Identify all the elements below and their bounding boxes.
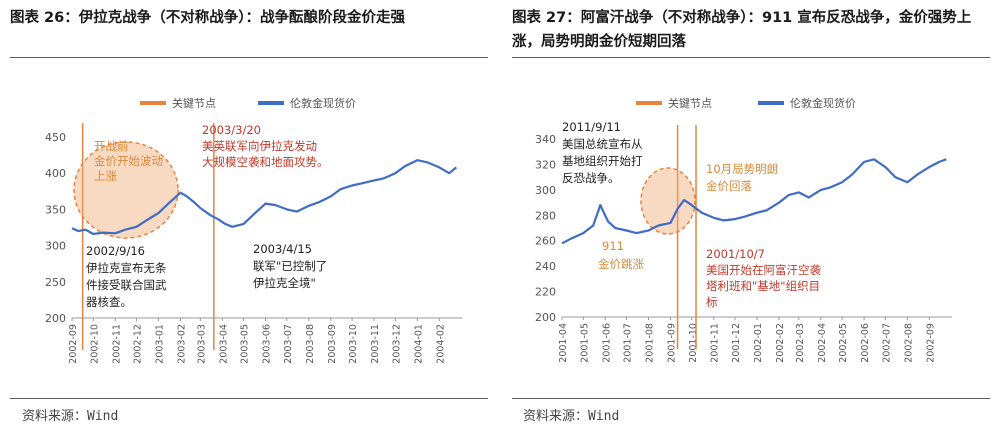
x-tick-label: 2002-10 — [89, 324, 100, 364]
y-tick-label: 350 — [45, 203, 66, 216]
title-divider-left — [10, 57, 488, 58]
highlight-ellipse — [73, 141, 179, 239]
y-tick-label: 340 — [535, 133, 556, 146]
annotation-text: 美国开始在阿富汗空袭 — [706, 263, 821, 277]
annotation-text: 件接受联合国武 — [86, 278, 167, 292]
x-tick-label: 2002-02 — [775, 323, 786, 363]
x-tick-label: 2003-01 — [155, 324, 166, 364]
legend-label-keynode: 关键节点 — [172, 96, 216, 110]
figure-title-left: 图表 26：伊拉克战争（不对称战争）：战争酝酿阶段金价走强 — [10, 10, 405, 26]
x-tick-label: 2003-10 — [348, 324, 359, 364]
x-tick-label: 2002-01 — [753, 323, 764, 363]
annotation-text: 塔利班和"基地"组织目 — [706, 279, 820, 293]
annotation-text: 2003/3/20 — [202, 123, 261, 137]
x-tick-label: 2002-06 — [860, 323, 871, 363]
annotation-text: 伊拉克全境" — [253, 276, 316, 290]
y-tick-label: 200 — [535, 311, 556, 324]
annotation-text: 标 — [706, 295, 718, 309]
source-right: 资料来源：Wind — [523, 409, 620, 424]
y-tick-label: 200 — [45, 312, 66, 325]
x-tick-label: 2002-05 — [838, 323, 849, 363]
x-tick-label: 2002-09 — [68, 324, 79, 364]
source-divider-left — [10, 398, 488, 399]
y-tick-label: 250 — [45, 276, 66, 289]
annotation-text: 金价开始波动 — [94, 154, 163, 168]
x-tick-label: 2003-09 — [327, 324, 338, 364]
annotation-text: 2011/9/11 — [562, 120, 621, 134]
x-tick-label: 2003-11 — [370, 324, 381, 364]
x-tick-label: 2002-12 — [133, 324, 144, 364]
x-tick-label: 2001-11 — [710, 323, 721, 363]
legend-label-price: 伦敦金现货价 — [290, 96, 356, 110]
x-tick-label: 2002-07 — [881, 323, 892, 363]
x-tick-label: 2001-08 — [645, 323, 656, 363]
annotation-text: 金价回落 — [706, 179, 752, 193]
title-divider-right — [512, 57, 990, 58]
price-series-line — [71, 159, 457, 236]
x-tick-label: 2003-12 — [391, 324, 402, 364]
annotation-text: 上涨 — [94, 169, 117, 183]
y-tick-label: 400 — [45, 167, 66, 180]
annotation-text: 911 — [602, 239, 624, 253]
annotation-text: 2001/10/7 — [706, 247, 765, 261]
x-tick-label: 2003-04 — [218, 324, 229, 364]
y-tick-label: 280 — [535, 209, 556, 222]
annotation-text: 开战前 — [94, 139, 129, 153]
x-tick-label: 2002-11 — [111, 324, 122, 364]
annotation-text: 10月局势明朗 — [706, 162, 778, 176]
highlight-ellipse — [640, 167, 696, 235]
annotation-text: 器核查。 — [86, 295, 132, 309]
price-series-line — [561, 158, 947, 245]
x-tick-label: 2003-08 — [305, 324, 316, 364]
annotation-text: 金价跳涨 — [598, 257, 644, 271]
legend-label-keynode: 关键节点 — [668, 96, 712, 110]
x-tick-label: 2002-09 — [925, 323, 936, 363]
y-tick-label: 450 — [45, 131, 66, 144]
x-tick-label: 2002-03 — [795, 323, 806, 363]
source-left: 资料来源：Wind — [22, 409, 119, 424]
y-tick-label: 260 — [535, 235, 556, 248]
x-tick-label: 2002-04 — [817, 323, 828, 363]
annotation-text: 大规模空袭和地面攻势。 — [202, 155, 329, 169]
x-tick-label: 2004-02 — [435, 324, 446, 364]
y-tick-label: 300 — [45, 240, 66, 253]
annotation-text: 美国总统宣布从 — [562, 137, 643, 151]
y-tick-label: 320 — [535, 158, 556, 171]
x-tick-label: 2001-10 — [688, 323, 699, 363]
y-tick-label: 240 — [535, 260, 556, 273]
annotation-text: 2003/4/15 — [253, 242, 312, 256]
x-tick-label: 2002-08 — [903, 323, 914, 363]
figure-title-right: 图表 27：阿富汗战争（不对称战争）：911 宣布反恐战争，金价强势上涨，局势明… — [512, 10, 972, 50]
annotation-text: 基地组织开始打 — [562, 154, 643, 168]
x-tick-label: 2001-07 — [623, 323, 634, 363]
annotation-text: 联军"已控制了 — [253, 259, 327, 273]
x-tick-label: 2001-04 — [558, 323, 569, 363]
x-tick-label: 2003-07 — [283, 324, 294, 364]
source-divider-right — [512, 398, 990, 399]
y-tick-label: 300 — [535, 184, 556, 197]
annotation-text: 反恐战争。 — [562, 171, 620, 185]
x-tick-label: 2003-03 — [196, 324, 207, 364]
x-tick-label: 2001-12 — [731, 323, 742, 363]
x-tick-label: 2001-05 — [579, 323, 590, 363]
x-tick-label: 2003-02 — [176, 324, 187, 364]
x-tick-label: 2003-06 — [262, 324, 273, 364]
x-tick-label: 2003-05 — [240, 324, 251, 364]
annotation-text: 2002/9/16 — [86, 244, 145, 258]
x-tick-label: 2004-01 — [413, 324, 424, 364]
y-tick-label: 220 — [535, 286, 556, 299]
x-tick-label: 2001-09 — [666, 323, 677, 363]
annotation-text: 伊拉克宣布无条 — [86, 261, 167, 275]
legend-label-price: 伦敦金现货价 — [790, 96, 856, 110]
x-tick-label: 2001-06 — [601, 323, 612, 363]
annotation-text: 美英联军向伊拉克发动 — [202, 139, 317, 153]
